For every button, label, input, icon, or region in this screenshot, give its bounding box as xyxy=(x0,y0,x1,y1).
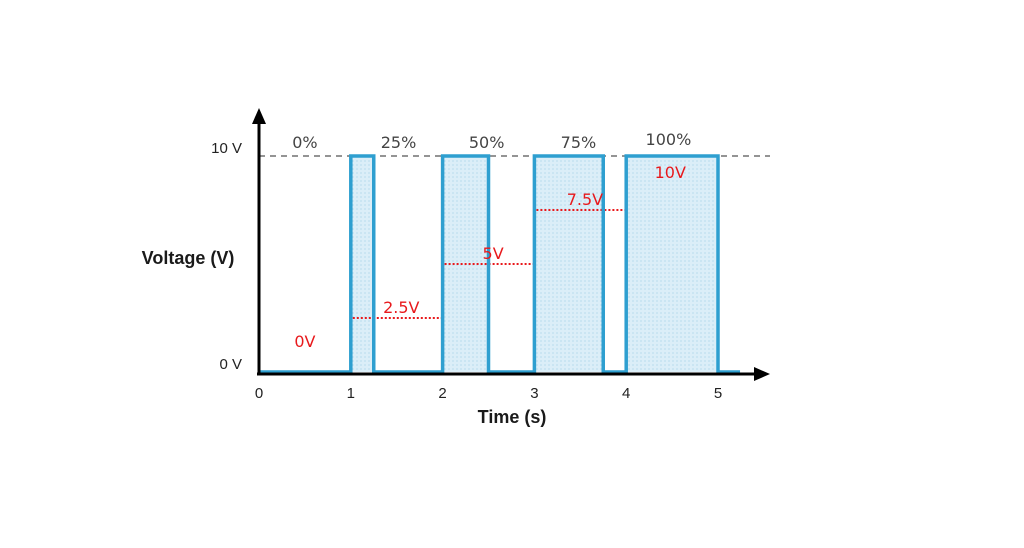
duty-label-2: 50% xyxy=(469,133,505,152)
duty-fill-3 xyxy=(534,156,604,372)
average-voltage-labels: 0V 2.5V 5V 7.5V 10V xyxy=(294,163,686,351)
y-tick-label-10: 10 V xyxy=(211,140,242,157)
x-tick-labels: 0 1 2 3 4 5 xyxy=(255,385,722,402)
average-label-3: 7.5V xyxy=(567,190,603,209)
y-tick-labels: 0 V 10 V xyxy=(211,140,242,373)
average-label-4: 10V xyxy=(655,163,686,182)
y-axis-arrowhead xyxy=(252,108,266,124)
x-axis-title: Time (s) xyxy=(478,407,547,427)
pwm-signal-line xyxy=(259,154,741,374)
x-tick-label-0: 0 xyxy=(255,385,263,402)
average-label-2: 5V xyxy=(483,244,504,263)
duty-label-1: 25% xyxy=(381,133,417,152)
x-axis-arrowhead xyxy=(754,367,770,381)
y-tick-label-0: 0 V xyxy=(219,356,242,373)
average-label-1: 2.5V xyxy=(383,298,419,317)
duty-fill-1 xyxy=(350,156,374,372)
x-tick-label-2: 2 xyxy=(438,385,446,402)
y-axis-title: Voltage (V) xyxy=(142,248,235,268)
duty-cycle-labels: 0% 25% 50% 75% 100% xyxy=(292,130,691,152)
x-tick-label-3: 3 xyxy=(530,385,538,402)
x-tick-label-4: 4 xyxy=(622,385,630,402)
duty-fill-4 xyxy=(626,156,718,372)
duty-label-4: 100% xyxy=(646,130,692,149)
duty-label-3: 75% xyxy=(561,133,597,152)
x-tick-label-5: 5 xyxy=(714,385,722,402)
duty-label-0: 0% xyxy=(292,133,317,152)
average-label-0: 0V xyxy=(294,332,315,351)
x-tick-label-1: 1 xyxy=(347,385,355,402)
